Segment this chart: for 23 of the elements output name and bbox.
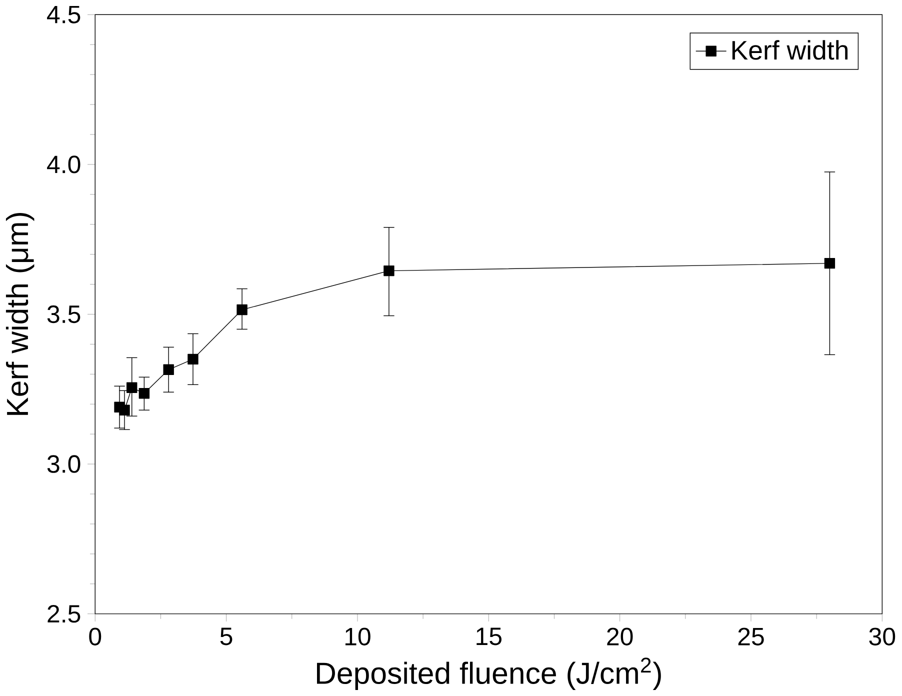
- y-tick-label: 2.5: [48, 604, 80, 623]
- point: [138, 388, 150, 399]
- point: [236, 304, 248, 316]
- x-tick-label: 30: [869, 628, 896, 646]
- y-tick-label: 4.0: [47, 156, 80, 174]
- x-tick-label: 0: [89, 628, 102, 646]
- y-tick-label: 4.5: [47, 6, 80, 24]
- y-tick-label: 3.5: [47, 305, 80, 324]
- y-axis-title: Kerf width (μm): [6, 213, 34, 415]
- point: [188, 354, 198, 365]
- x-tick-label: 15: [476, 628, 502, 646]
- point: [384, 265, 394, 276]
- point: [163, 364, 174, 376]
- x-tick-label: 20: [607, 628, 633, 646]
- x-tick-label: 5: [220, 628, 232, 646]
- y-tick-label: 3.0: [47, 455, 80, 473]
- point: [126, 382, 138, 394]
- x-tick-label: 25: [738, 628, 764, 646]
- x-axis-title: Deposited fluence (J/cm$^{2}$): [317, 658, 661, 690]
- point: [119, 404, 130, 416]
- legend-label: Kerf width: [732, 40, 848, 60]
- point: [824, 258, 836, 269]
- x-tick-label: 10: [345, 628, 370, 646]
